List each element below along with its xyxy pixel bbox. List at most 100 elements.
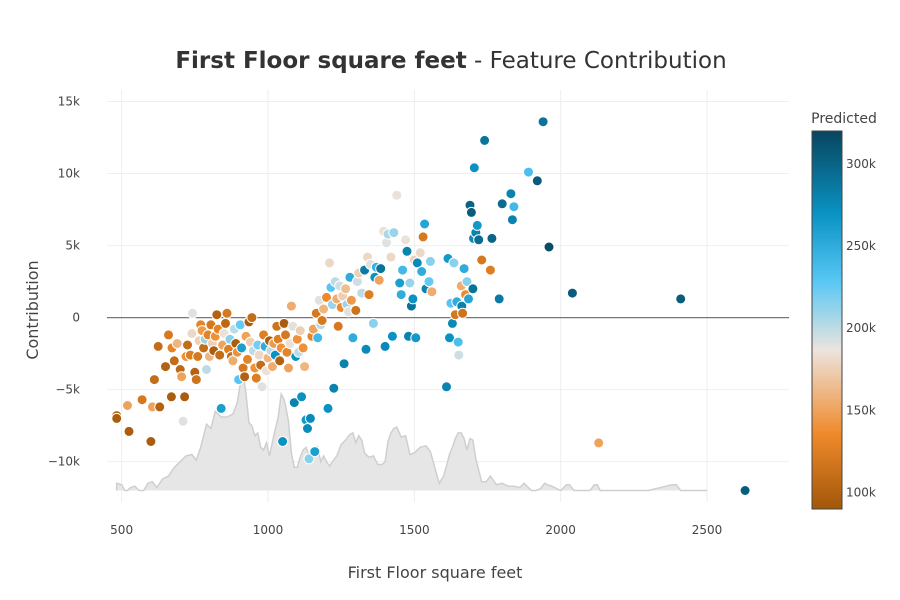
data-point-133[interactable] <box>350 304 362 316</box>
data-point-161[interactable] <box>404 277 416 289</box>
data-point-205[interactable] <box>496 198 508 210</box>
data-point-190[interactable] <box>461 276 473 288</box>
data-point-213[interactable] <box>566 287 578 299</box>
data-point-83[interactable] <box>274 355 286 367</box>
data-point-170[interactable] <box>419 218 431 230</box>
data-point-102[interactable] <box>302 423 313 434</box>
data-point-167[interactable] <box>414 247 426 259</box>
data-point-215[interactable] <box>675 293 687 305</box>
data-point-122[interactable] <box>332 320 344 332</box>
data-point-87[interactable] <box>280 329 291 341</box>
data-point-23[interactable] <box>186 328 198 339</box>
data-point-51[interactable] <box>227 355 239 367</box>
data-point-116[interactable] <box>324 257 335 269</box>
data-point-103[interactable] <box>303 453 315 465</box>
data-point-104[interactable] <box>304 412 316 424</box>
data-point-196[interactable] <box>468 162 480 174</box>
data-point-9[interactable] <box>154 401 166 413</box>
data-point-204[interactable] <box>493 293 505 305</box>
data-point-91[interactable] <box>285 300 297 312</box>
data-point-172[interactable] <box>423 276 435 288</box>
data-point-188[interactable] <box>458 263 470 275</box>
data-point-156[interactable] <box>395 289 407 301</box>
data-point-3[interactable] <box>123 425 135 437</box>
data-point-100[interactable] <box>299 361 311 373</box>
data-point-187[interactable] <box>457 307 469 319</box>
data-point-209[interactable] <box>523 166 534 178</box>
data-point-43[interactable] <box>215 402 227 414</box>
data-point-184[interactable] <box>453 349 465 361</box>
data-point-2[interactable] <box>122 400 133 411</box>
data-point-153[interactable] <box>388 227 400 239</box>
data-point-11[interactable] <box>163 329 174 341</box>
data-point-17[interactable] <box>176 371 188 383</box>
data-point-207[interactable] <box>506 214 518 226</box>
data-point-208[interactable] <box>508 201 520 213</box>
data-point-24[interactable] <box>187 307 198 319</box>
data-point-112[interactable] <box>316 315 328 326</box>
data-point-33[interactable] <box>201 364 212 375</box>
data-point-47[interactable] <box>221 307 233 319</box>
data-point-146[interactable] <box>375 263 387 275</box>
data-point-42[interactable] <box>214 349 226 361</box>
data-point-21[interactable] <box>182 339 193 351</box>
data-point-64[interactable] <box>246 312 258 324</box>
data-point-115[interactable] <box>322 402 334 414</box>
data-point-199[interactable] <box>473 234 485 246</box>
data-point-148[interactable] <box>379 340 391 352</box>
data-point-145[interactable] <box>373 274 385 286</box>
data-point-109[interactable] <box>312 332 324 344</box>
data-point-151[interactable] <box>385 251 397 263</box>
data-point-201[interactable] <box>479 134 491 146</box>
data-point-159[interactable] <box>401 245 413 257</box>
data-point-78[interactable] <box>266 361 278 373</box>
data-point-126[interactable] <box>338 358 350 370</box>
data-point-132[interactable] <box>347 332 359 344</box>
data-point-67[interactable] <box>250 372 262 384</box>
data-point-193[interactable] <box>465 206 477 218</box>
data-point-168[interactable] <box>416 266 428 277</box>
data-point-119[interactable] <box>328 382 340 394</box>
data-point-1[interactable] <box>111 412 123 424</box>
data-point-214[interactable] <box>593 437 605 449</box>
data-point-97[interactable] <box>294 325 306 337</box>
data-point-46[interactable] <box>220 317 231 329</box>
data-point-152[interactable] <box>386 330 398 342</box>
data-point-113[interactable] <box>318 303 330 315</box>
data-point-18[interactable] <box>177 415 189 427</box>
data-point-140[interactable] <box>363 289 375 301</box>
data-point-89[interactable] <box>283 362 294 374</box>
data-point-40[interactable] <box>211 309 223 321</box>
data-point-5[interactable] <box>145 436 157 447</box>
data-point-169[interactable] <box>417 231 429 243</box>
data-point-15[interactable] <box>171 338 183 349</box>
data-point-210[interactable] <box>531 175 543 187</box>
data-point-157[interactable] <box>397 264 409 276</box>
data-point-216[interactable] <box>739 485 751 496</box>
data-point-191[interactable] <box>463 293 474 305</box>
data-point-127[interactable] <box>340 283 352 295</box>
data-point-202[interactable] <box>484 264 496 276</box>
data-point-177[interactable] <box>444 332 455 344</box>
data-point-10[interactable] <box>160 361 171 373</box>
data-point-85[interactable] <box>277 436 289 447</box>
data-point-93[interactable] <box>288 397 300 409</box>
data-point-14[interactable] <box>168 355 180 367</box>
data-point-59[interactable] <box>239 371 251 383</box>
data-point-114[interactable] <box>321 291 332 303</box>
data-point-174[interactable] <box>426 286 438 298</box>
data-point-131[interactable] <box>345 294 357 306</box>
data-point-158[interactable] <box>400 234 412 246</box>
data-point-57[interactable] <box>236 342 248 354</box>
data-point-165[interactable] <box>410 332 422 344</box>
data-point-99[interactable] <box>297 342 309 354</box>
data-point-163[interactable] <box>407 293 419 305</box>
data-point-173[interactable] <box>424 255 436 267</box>
data-point-200[interactable] <box>476 254 488 266</box>
data-point-203[interactable] <box>486 232 498 244</box>
data-point-142[interactable] <box>367 317 379 329</box>
data-point-12[interactable] <box>165 391 177 403</box>
data-point-8[interactable] <box>152 340 164 352</box>
data-point-71[interactable] <box>256 381 268 393</box>
data-point-98[interactable] <box>296 391 308 403</box>
